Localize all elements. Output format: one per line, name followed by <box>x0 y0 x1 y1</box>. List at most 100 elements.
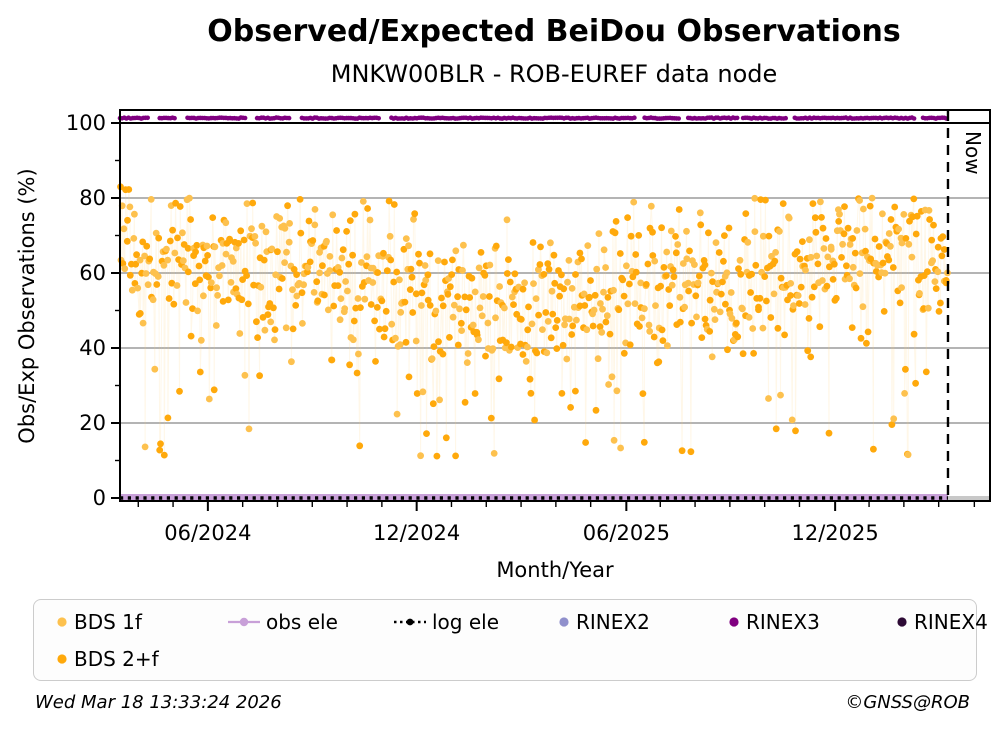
scatter-dot <box>402 235 410 243</box>
scatter-dot <box>686 247 693 255</box>
legend-marker-rinex2 <box>559 617 569 627</box>
scatter-dot <box>646 327 654 335</box>
scatter-dot <box>459 267 466 274</box>
scatter-dot <box>313 278 321 286</box>
rinex3-dot <box>632 115 637 120</box>
scatter-dot <box>248 225 255 233</box>
scatter-dot <box>142 270 150 277</box>
scatter-dot <box>787 280 795 287</box>
scatter-dot <box>543 349 551 357</box>
scatter-dot <box>174 234 181 242</box>
scatter-dot <box>345 260 353 268</box>
scatter-dot <box>695 272 703 280</box>
scatter-dot <box>913 212 921 220</box>
scatter-dot <box>556 292 563 300</box>
scatter-dot <box>143 242 151 250</box>
scatter-dot <box>805 315 813 322</box>
scatter-dot <box>380 333 388 341</box>
timestamp: Wed Mar 18 13:33:24 2026 <box>35 692 282 713</box>
scatter-dot <box>297 229 305 237</box>
y-tick-label: 60 <box>79 261 106 285</box>
scatter-dot <box>436 396 443 404</box>
scatter-dot <box>397 308 405 316</box>
scatter-dot <box>163 245 170 253</box>
scatter-dot <box>438 294 445 302</box>
scatter-dot <box>767 314 775 321</box>
scatter-dot <box>885 230 893 237</box>
scatter-dot <box>544 260 552 268</box>
scatter-dot <box>321 291 328 299</box>
scatter-dot <box>774 324 782 332</box>
scatter-dot <box>710 305 718 313</box>
scatter-dot <box>698 334 706 341</box>
scatter-dot <box>334 282 342 289</box>
scatter-dot <box>756 294 764 302</box>
scatter-dot <box>701 315 709 323</box>
scatter-dot <box>128 286 136 294</box>
scatter-dot <box>146 255 154 263</box>
scatter-dot <box>589 322 597 330</box>
scatter-dot <box>650 333 658 341</box>
scatter-dot <box>561 321 568 329</box>
legend-box: BDS 1f obs ele log ele RINEX2 RINEX3 RINEX4 B… <box>33 599 988 681</box>
scatter-dot <box>925 207 933 214</box>
scatter-dot <box>737 270 745 278</box>
scatter-dot <box>192 248 200 256</box>
legend-item-rinex3: RINEX3 <box>727 609 820 635</box>
scatter-dot <box>456 305 463 313</box>
scatter-dot <box>721 232 728 240</box>
scatter-dot <box>549 310 557 318</box>
scatter-dot <box>336 316 344 324</box>
scatter-dot <box>126 203 134 211</box>
scatter-dot <box>624 214 631 222</box>
scatter-dot <box>168 279 176 287</box>
scatter-dot <box>372 358 379 365</box>
scatter-dot <box>475 264 483 272</box>
scatter-dot <box>539 326 546 333</box>
scatter-dot <box>835 218 843 225</box>
scatter-dot <box>558 390 566 397</box>
scatter-dot <box>785 214 793 222</box>
scatter-dot <box>450 301 458 309</box>
scatter-dot <box>169 226 177 234</box>
scatter-dot <box>184 244 192 252</box>
scatter-dot <box>182 299 190 306</box>
scatter-dot <box>268 245 276 253</box>
scatter-dot <box>210 386 218 394</box>
scatter-dot <box>444 290 452 298</box>
scatter-dot <box>260 256 268 264</box>
scatter-dot <box>358 259 365 266</box>
scatter-dot <box>829 276 837 283</box>
scatter-dot <box>289 325 297 333</box>
scatter-dot <box>777 391 784 399</box>
scatter-dot <box>479 293 487 300</box>
scatter-dot <box>435 338 442 346</box>
rinex3-dot <box>242 115 248 121</box>
scatter-dot <box>912 230 920 238</box>
scatter-dot <box>195 262 203 270</box>
scatter-dot <box>852 284 860 292</box>
scatter-dot <box>626 341 634 349</box>
scatter-dot <box>802 266 809 274</box>
scatter-dot <box>762 196 769 204</box>
scatter-dot <box>705 229 712 237</box>
rinex3-dot <box>783 115 788 121</box>
scatter-dot <box>412 337 420 345</box>
scatter-dot <box>383 267 391 275</box>
scatter-dot <box>853 227 861 234</box>
scatter-dot <box>305 217 313 225</box>
scatter-dot <box>603 312 611 320</box>
scatter-dot <box>871 235 879 243</box>
scatter-dot <box>692 292 700 300</box>
scatter-dot <box>357 304 364 311</box>
scatter-dot <box>809 200 817 208</box>
scatter-dot <box>722 300 729 308</box>
scatter-dot <box>937 299 944 307</box>
scatter-dot <box>856 270 864 277</box>
scatter-dot <box>336 268 344 276</box>
scatter-dot <box>727 289 735 296</box>
scatter-dot <box>366 216 374 224</box>
scatter-dot <box>568 285 576 292</box>
